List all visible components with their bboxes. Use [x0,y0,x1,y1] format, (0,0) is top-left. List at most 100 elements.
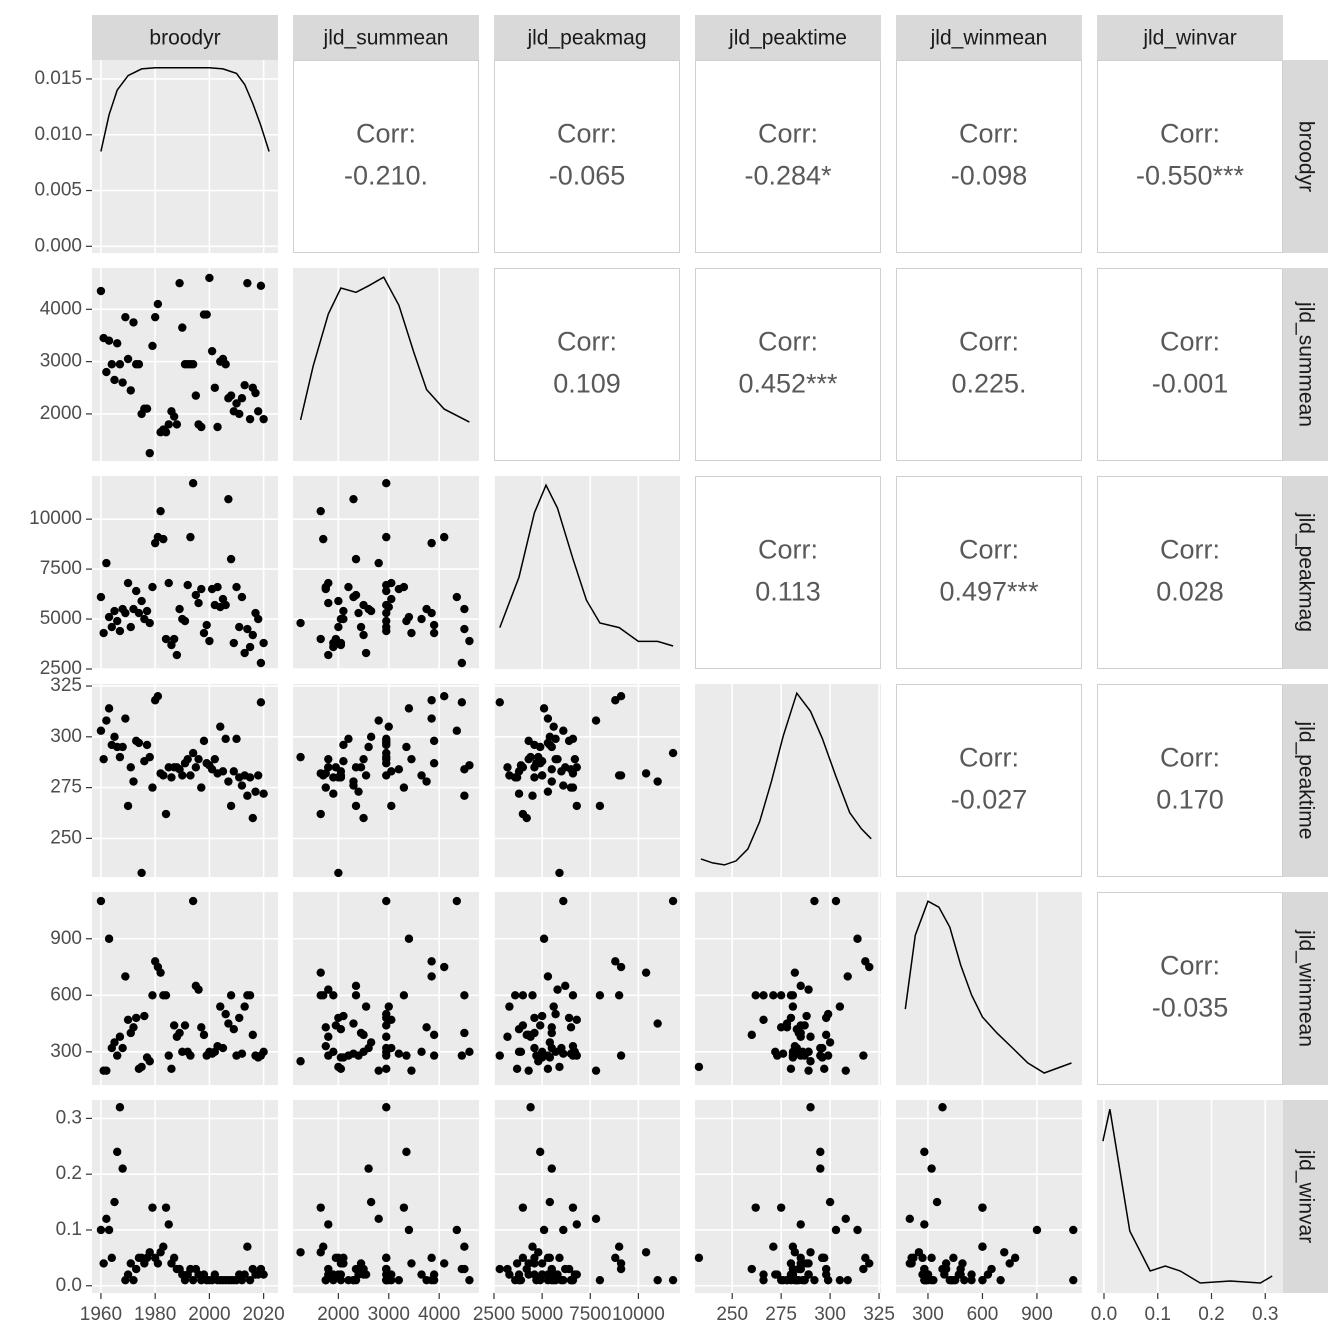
point [104,704,114,713]
y-tick-label: 7500 [40,558,82,579]
point [104,1225,114,1235]
point [524,1066,533,1075]
point [402,1051,411,1060]
point [256,658,266,668]
point [932,1197,942,1207]
point [104,612,114,622]
point [549,1002,558,1011]
point [324,598,333,608]
point [382,734,391,744]
point [237,394,247,403]
point [145,618,154,628]
point [402,616,411,626]
point [553,985,562,994]
point [945,1275,954,1285]
point [156,506,165,516]
corr-label: Corr: [758,119,818,149]
corr-panel [1097,476,1283,669]
y-tick-label: 300 [50,726,82,747]
point [329,1047,338,1057]
point [528,791,537,800]
point [559,896,568,906]
panel [494,684,680,877]
point [382,616,391,626]
point [518,991,528,1000]
density-line [700,691,872,866]
point [920,1220,929,1229]
point [374,1214,383,1224]
point [572,1220,581,1229]
point [407,628,416,638]
point [259,1047,268,1057]
point [240,1002,249,1011]
point [978,1203,987,1212]
point [121,312,130,322]
point [113,1147,122,1157]
point [96,286,106,296]
point [591,1066,601,1075]
point [102,716,111,725]
point [316,506,325,516]
corr-panel [896,268,1082,461]
point [167,1064,176,1073]
point [240,380,249,390]
corr-panel [695,268,881,461]
point [226,991,236,1000]
corr-label: Corr: [557,119,617,149]
point [460,604,469,614]
corr-label: Corr: [1160,535,1220,565]
point [259,1270,268,1279]
point [776,1203,786,1212]
strip-top [92,15,278,60]
point [422,1023,431,1032]
point [559,1049,568,1058]
point [161,428,171,437]
point [1069,1225,1078,1235]
point [465,636,474,646]
point [769,1242,778,1251]
point [465,1047,474,1057]
point [224,494,233,504]
point [823,1009,833,1019]
point [816,1043,825,1053]
strip-label: jld_summean [1294,301,1317,427]
point [831,896,841,906]
point [221,600,230,610]
corr-panel [1097,684,1283,877]
point [194,985,203,994]
point [237,781,247,790]
point [126,622,135,632]
point [321,1275,330,1285]
x-tick-label: 325 [863,1304,895,1325]
point [361,648,371,658]
point [796,1264,805,1274]
point [387,594,396,604]
point [359,600,368,610]
point [319,1242,328,1251]
point [359,1264,368,1274]
point [354,1051,363,1060]
point [440,962,449,972]
point [668,896,678,906]
point [226,554,236,564]
point [404,704,414,713]
point [218,767,228,776]
point [591,716,601,725]
point [694,1253,704,1263]
point [1069,1275,1078,1285]
point [382,1021,391,1030]
point [243,278,252,288]
point [792,1025,802,1034]
point [194,598,203,608]
y-tick-label: 0.005 [34,180,82,201]
point [134,360,144,369]
point [254,407,263,416]
point [495,1264,504,1274]
point [331,1253,341,1263]
point [243,624,252,634]
point [251,787,260,796]
point [382,754,391,764]
y-tick-label: 275 [50,777,82,798]
point [324,1220,333,1229]
point [213,582,222,592]
